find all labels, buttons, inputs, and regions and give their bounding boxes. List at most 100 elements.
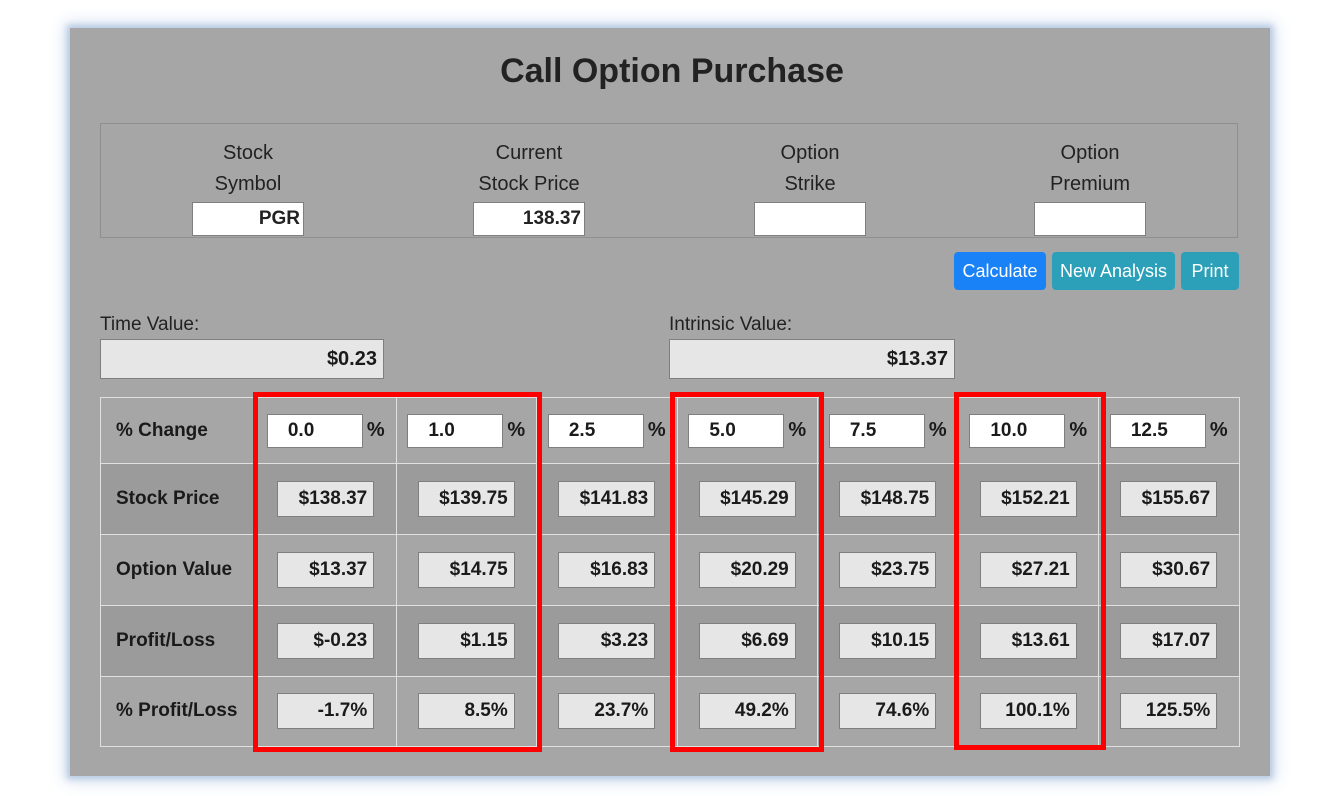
stock-price-value: $139.75: [417, 481, 515, 518]
table-cell: $152.21: [957, 463, 1099, 536]
time-value-label: Time Value:: [100, 314, 200, 335]
table-cell: $17.07: [1098, 604, 1240, 677]
current-price-field: Current Stock Price 138.37: [419, 138, 639, 236]
new-analysis-button[interactable]: New Analysis: [1052, 252, 1175, 290]
field-label: Option: [1060, 142, 1120, 164]
page-title: Call Option Purchase: [500, 52, 844, 90]
table-cell: 5.0%: [676, 396, 818, 465]
stock-symbol-field: Stock Symbol PGR: [138, 138, 358, 236]
table-cell: $14.75: [395, 534, 537, 606]
table-cell: 8.5%: [395, 675, 537, 748]
profit-loss-value: $1.15: [417, 622, 515, 659]
table-cell: $20.29: [676, 534, 818, 606]
table-cell: $145.29: [676, 463, 818, 536]
percent-sign: %: [647, 419, 666, 442]
scenario-table: % Change 0.0% 1.0% 2.5% 5.0% 7.5% 10.0% 12.5% St…: [100, 396, 1240, 748]
table-cell: $1.15: [395, 604, 537, 677]
time-value-field: $0.23: [100, 339, 384, 379]
pct-change-input[interactable]: 1.0: [407, 413, 504, 448]
intrinsic-value-field: $13.37: [669, 339, 955, 379]
table-cell: 49.2%: [676, 675, 818, 748]
inputs-box: Stock Symbol PGR Current Stock Price 138…: [100, 123, 1238, 238]
pct-profit-loss-value: 100.1%: [979, 693, 1077, 730]
row-label: % Profit/Loss: [100, 675, 256, 748]
pct-change-input[interactable]: 2.5: [547, 413, 644, 448]
percent-sign: %: [1069, 419, 1088, 442]
table-cell: 2.5%: [536, 396, 678, 465]
row-label: Profit/Loss: [100, 604, 256, 677]
table-cell: 125.5%: [1098, 675, 1240, 748]
pct-profit-loss-row: % Profit/Loss -1.7% 8.5% 23.7% 49.2% 74.6% 100…: [100, 675, 1240, 748]
table-cell: $3.23: [536, 604, 678, 677]
pct-change-group: 1.0%: [397, 413, 537, 448]
stock-price-value: $138.37: [277, 481, 375, 518]
pct-profit-loss-value: 23.7%: [558, 693, 656, 730]
pct-profit-loss-value: 74.6%: [839, 693, 937, 730]
option-strike-input[interactable]: [754, 202, 866, 236]
print-button[interactable]: Print: [1181, 252, 1239, 290]
table-cell: -1.7%: [255, 675, 397, 748]
stock-price-value: $152.21: [979, 481, 1077, 518]
table-cell: 10.0%: [957, 396, 1099, 465]
pct-change-row: % Change 0.0% 1.0% 2.5% 5.0% 7.5% 10.0% 12.5%: [100, 396, 1240, 465]
pct-change-group: 5.0%: [678, 413, 818, 448]
field-label: Symbol: [214, 173, 282, 195]
option-premium-input[interactable]: [1034, 202, 1146, 236]
pct-profit-loss-value: 125.5%: [1120, 693, 1218, 730]
table-cell: 100.1%: [957, 675, 1099, 748]
table-cell: $155.67: [1098, 463, 1240, 536]
profit-loss-row: Profit/Loss $-0.23 $1.15 $3.23 $6.69 $10.15 $1…: [100, 604, 1240, 677]
option-premium-field: Option Premium: [980, 138, 1200, 236]
pct-change-input[interactable]: 7.5: [828, 413, 925, 448]
pct-change-group: 12.5%: [1099, 413, 1239, 448]
table-cell: $10.15: [817, 604, 959, 677]
field-label: Premium: [1049, 173, 1130, 195]
profit-loss-value: $3.23: [558, 622, 656, 659]
pct-change-group: 2.5%: [537, 413, 677, 448]
pct-change-input[interactable]: 5.0: [688, 413, 785, 448]
stock-symbol-input[interactable]: PGR: [192, 202, 304, 236]
option-value-value: $23.75: [839, 551, 937, 588]
current-price-input[interactable]: 138.37: [473, 202, 585, 236]
profit-loss-value: $10.15: [839, 622, 937, 659]
table-cell: $13.37: [255, 534, 397, 606]
percent-sign: %: [1209, 419, 1228, 442]
pct-change-input[interactable]: 12.5: [1109, 413, 1206, 448]
option-value-value: $20.29: [698, 551, 796, 588]
percent-sign: %: [788, 419, 807, 442]
row-label: Option Value: [100, 534, 256, 606]
field-label: Strike: [784, 173, 836, 195]
percent-sign: %: [507, 419, 526, 442]
stock-price-value: $145.29: [698, 481, 796, 518]
calculate-button[interactable]: Calculate: [954, 252, 1046, 290]
pct-change-group: 10.0%: [959, 413, 1099, 448]
table-cell: $148.75: [817, 463, 959, 536]
pct-change-input[interactable]: 10.0: [969, 413, 1066, 448]
table-cell: $13.61: [957, 604, 1099, 677]
profit-loss-value: $-0.23: [277, 622, 375, 659]
option-value-value: $27.21: [979, 551, 1077, 588]
intrinsic-value-label: Intrinsic Value:: [669, 314, 793, 335]
profit-loss-value: $6.69: [698, 622, 796, 659]
field-label: Option: [780, 142, 840, 164]
stock-price-row: Stock Price $138.37 $139.75 $141.83 $145.29 $…: [100, 463, 1240, 536]
field-label: Current: [495, 142, 563, 164]
option-value-value: $14.75: [417, 551, 515, 588]
table-cell: $141.83: [536, 463, 678, 536]
option-value-value: $13.37: [277, 551, 375, 588]
pct-change-input[interactable]: 0.0: [266, 413, 363, 448]
stock-price-value: $141.83: [558, 481, 656, 518]
table-cell: 7.5%: [817, 396, 959, 465]
pct-change-group: 7.5%: [818, 413, 958, 448]
row-label: Stock Price: [100, 463, 256, 536]
option-value-value: $16.83: [558, 551, 656, 588]
option-value-row: Option Value $13.37 $14.75 $16.83 $20.29 $23.…: [100, 534, 1240, 606]
profit-loss-value: $17.07: [1120, 622, 1218, 659]
profit-loss-value: $13.61: [979, 622, 1077, 659]
percent-sign: %: [366, 419, 385, 442]
table-cell: 12.5%: [1098, 396, 1240, 465]
pct-profit-loss-value: -1.7%: [277, 693, 375, 730]
option-strike-field: Option Strike: [700, 138, 920, 236]
field-label: Stock Price: [478, 173, 580, 195]
table-cell: $138.37: [255, 463, 397, 536]
